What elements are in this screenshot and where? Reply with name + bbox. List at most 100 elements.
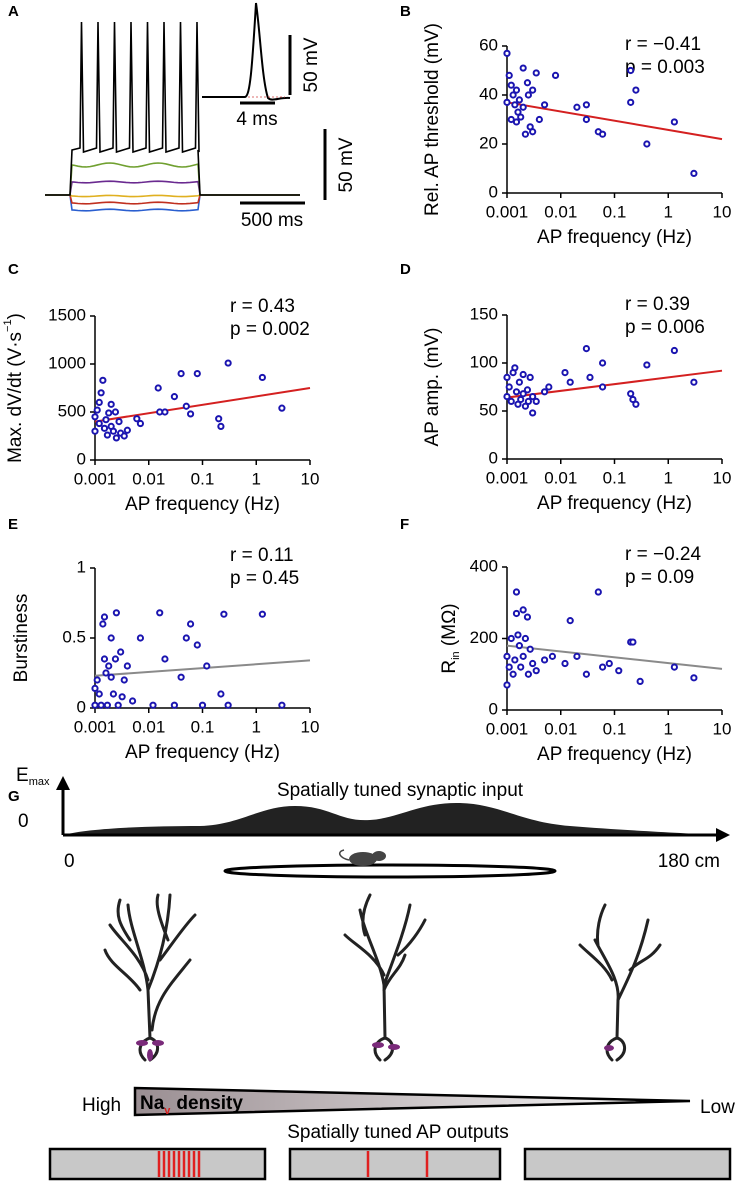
point (505, 71, 513, 80)
point (540, 388, 549, 396)
point (120, 432, 128, 440)
annotation: r = −0.41 (625, 34, 701, 55)
point (643, 361, 651, 369)
point (517, 113, 525, 121)
point (632, 86, 640, 94)
neurons (103, 893, 662, 1062)
y-label-tail: ) (5, 313, 26, 319)
x-tick-label: 0.001 (486, 719, 529, 738)
y-tick-label: 0 (77, 449, 86, 468)
point (105, 409, 113, 417)
point (573, 103, 581, 111)
point (100, 613, 109, 621)
point (220, 610, 228, 618)
point (161, 408, 169, 416)
x-tick-label: 0.01 (132, 469, 165, 488)
point (519, 103, 527, 111)
point (540, 656, 549, 664)
point (529, 128, 537, 136)
point (551, 71, 560, 80)
point (278, 701, 286, 709)
point (115, 418, 123, 426)
point (586, 373, 594, 381)
x-tick-label: 0.01 (544, 202, 577, 221)
y-tick-label: 200 (470, 628, 498, 647)
x-tick-label: 1 (664, 202, 673, 221)
panel-label: B (400, 3, 411, 20)
x-tick-label: 1 (664, 719, 673, 738)
point (278, 404, 286, 412)
point (627, 98, 635, 106)
point (615, 667, 623, 675)
point (515, 642, 523, 650)
panel-label: G (8, 788, 20, 805)
density-gradient (133, 1086, 691, 1117)
point (582, 345, 590, 353)
trace (45, 162, 300, 196)
y-tick-label: 150 (470, 304, 498, 323)
x-tick-label: 1 (252, 717, 261, 736)
point (627, 66, 635, 75)
point (512, 609, 521, 618)
point (566, 378, 574, 386)
input-profile (63, 802, 720, 835)
point (594, 588, 602, 596)
scale-label: 500 ms (241, 210, 303, 231)
y-tick-label: 1 (77, 557, 86, 576)
scale-label: 50 mV (336, 137, 357, 192)
point (598, 383, 607, 391)
point (526, 373, 534, 381)
scale-label: 4 ms (236, 109, 277, 130)
point (629, 638, 637, 646)
y-axis-label: AP amp. (mV) (422, 328, 443, 447)
y-tick-label: 0 (77, 697, 86, 716)
point (118, 693, 126, 701)
panel-label: A (8, 3, 19, 20)
output-boxes (48, 1147, 732, 1181)
x-axis-label: AP frequency (Hz) (537, 744, 692, 765)
point (670, 346, 678, 355)
x-tick-label: 0.001 (486, 202, 529, 221)
point (177, 673, 185, 681)
annotation: r = 0.11 (230, 545, 294, 566)
point (505, 663, 513, 671)
x-tick-label: 10 (713, 202, 732, 221)
annotation: p = 0.006 (625, 317, 705, 338)
trace (45, 194, 300, 198)
emax-label: Emax (16, 765, 50, 788)
point (627, 390, 635, 398)
point (149, 701, 157, 709)
point (561, 659, 569, 668)
point (136, 419, 145, 428)
point (545, 383, 553, 391)
y-tick-label: 0.5 (62, 627, 86, 646)
panel-label: F (400, 516, 409, 533)
y-axis-label: Rin (MΩ) (439, 603, 462, 673)
track (223, 863, 557, 879)
y-tick-label: 0 (489, 448, 498, 467)
point (529, 86, 537, 94)
y-axis-label: Burstiness (11, 594, 32, 683)
point (561, 369, 569, 377)
y-tick-label: 20 (479, 133, 498, 152)
y-label-text: Max. dV/dt (V·s (5, 332, 26, 463)
point (112, 609, 120, 617)
trace (45, 180, 300, 196)
point (95, 398, 103, 406)
point (524, 670, 532, 678)
point (120, 676, 128, 684)
point (193, 370, 201, 378)
na-label: Nav density (140, 1093, 243, 1117)
point (99, 620, 107, 628)
point (636, 677, 644, 686)
point (91, 413, 99, 421)
fit-line (94, 659, 311, 677)
point (217, 422, 225, 430)
x-tick-label: 0.01 (544, 719, 577, 738)
x-tick-label: 0.1 (603, 719, 627, 738)
point (258, 373, 266, 382)
point (540, 101, 549, 109)
point (103, 701, 111, 709)
x-tick-label: 10 (301, 469, 320, 488)
